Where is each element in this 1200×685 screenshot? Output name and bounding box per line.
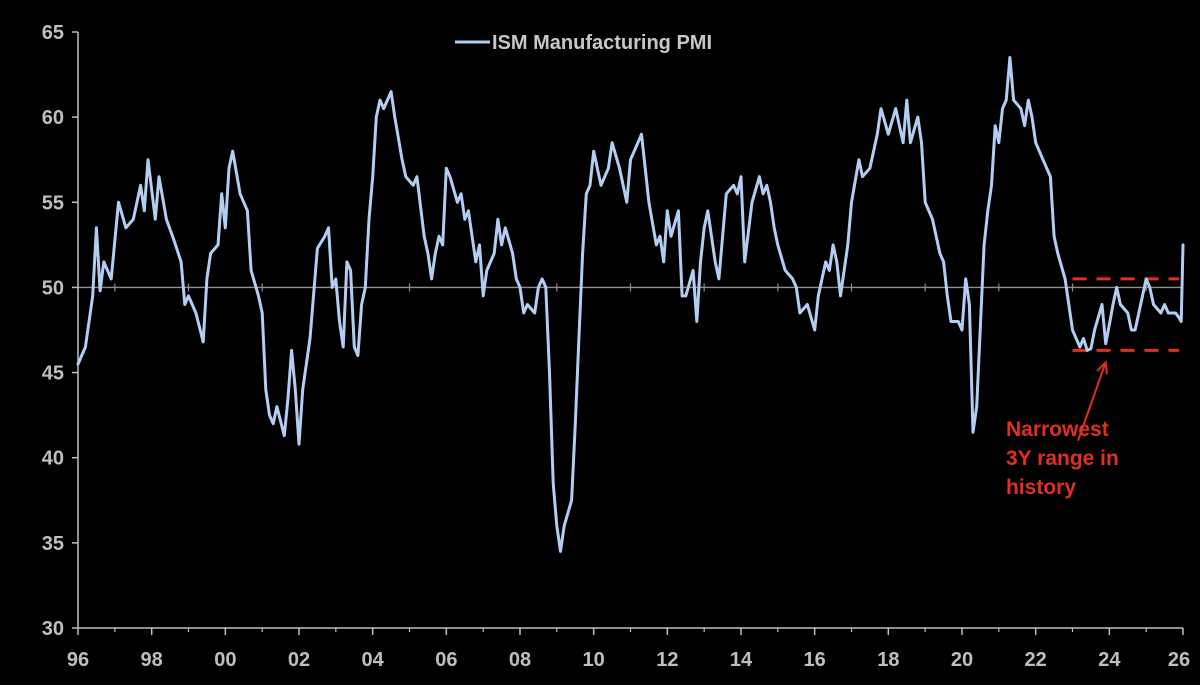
x-tick-label-26: 26 [1168,649,1190,671]
x-tick-label-18: 18 [877,649,899,671]
annotation-text-line-2: 3Y range in [1006,447,1119,470]
x-tick-label-10: 10 [583,649,605,671]
y-tick-label-35: 35 [42,533,64,555]
legend: ISM Manufacturing PMI [455,32,712,54]
x-tick-label-16: 16 [804,649,826,671]
x-tick-label-20: 20 [951,649,973,671]
y-tick-label-60: 60 [42,107,64,129]
x-tick-label-24: 24 [1098,649,1121,671]
x-tick-label-08: 08 [509,649,531,671]
x-tick-label-12: 12 [656,649,678,671]
y-tick-label-50: 50 [42,277,64,299]
x-tick-label-22: 22 [1025,649,1047,671]
series-line-ism-manufacturing-pmi [76,56,1185,553]
annotation-text-line-1: Narrowest [1006,418,1109,441]
x-tick-label-14: 14 [730,649,753,671]
y-tick-label-40: 40 [42,448,64,470]
x-tick-label-98: 98 [141,649,163,671]
annotation-text-line-3: history [1006,476,1076,499]
legend-label: ISM Manufacturing PMI [492,32,712,54]
series-layer [76,56,1185,553]
x-tick-label-96: 96 [67,649,89,671]
x-tick-label-00: 00 [214,649,236,671]
annotation-arrow-line [1077,362,1107,442]
y-tick-label-65: 65 [42,22,64,44]
y-tick-label-30: 30 [42,618,64,640]
y-tick-label-55: 55 [42,192,64,214]
axes-layer: 30 35 40 45 50 55 60 65 96 98 00 02 04 06 08 10 12 14 16 18… [42,22,1190,671]
x-tick-label-04: 04 [362,649,385,671]
y-tick-label-45: 45 [42,363,64,385]
grid-layer [78,283,1183,292]
x-tick-label-02: 02 [288,649,310,671]
range-band-layer [1072,277,1179,352]
annotation-layer: Narrowest 3Y range in history [1006,360,1119,499]
x-tick-label-06: 06 [435,649,457,671]
annotation-arrow-head [1096,360,1108,375]
